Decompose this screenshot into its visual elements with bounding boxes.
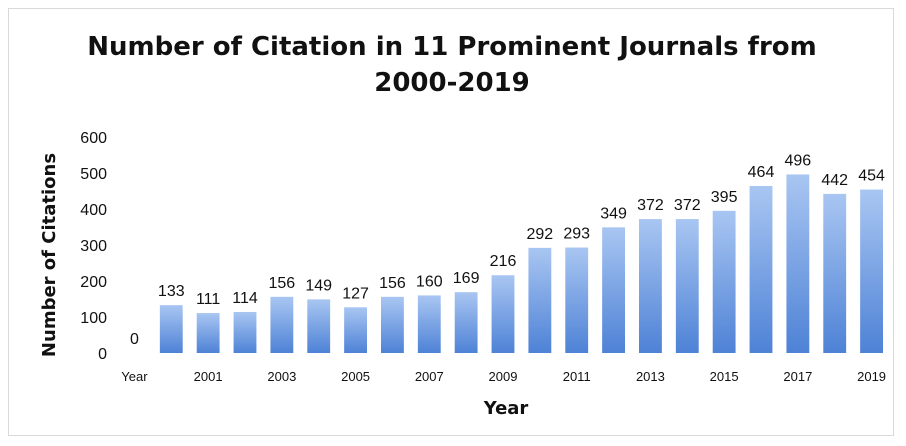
x-tick-label: 2019	[857, 369, 886, 384]
x-tick-label: 2005	[341, 369, 370, 384]
bar	[860, 189, 883, 353]
x-tick-label: 2007	[415, 369, 444, 384]
y-tick-label: 200	[80, 274, 107, 291]
bar	[417, 295, 441, 353]
bar	[233, 311, 257, 353]
bar	[491, 275, 515, 353]
bar	[639, 219, 662, 353]
y-tick-label: 300	[80, 238, 107, 255]
bar	[196, 313, 220, 353]
data-label: 156	[269, 275, 296, 292]
chart-frame: Number of Citation in 11 Prominent Journ…	[8, 8, 894, 436]
data-label: 292	[527, 226, 554, 243]
bar	[786, 174, 810, 353]
data-label: 160	[416, 273, 443, 290]
data-label: 149	[305, 277, 332, 294]
bar	[749, 185, 773, 353]
x-tick-label: 2009	[489, 369, 518, 384]
y-tick-label: 0	[98, 346, 107, 363]
bar	[602, 227, 625, 353]
y-tick-label: 400	[80, 202, 107, 219]
y-axis: 0 100 200 300 400 500 600	[80, 130, 107, 363]
bar	[712, 210, 736, 353]
data-labels: 0 133 111 114 156 149 127 156 160 169 216 292 293 349…	[130, 152, 885, 348]
bar	[270, 296, 294, 353]
bar	[454, 292, 478, 353]
bar	[565, 247, 589, 353]
data-label: 0	[130, 331, 139, 348]
bar	[823, 193, 847, 353]
data-label: 464	[748, 164, 775, 181]
data-label: 133	[158, 283, 185, 300]
data-label: 442	[821, 172, 848, 189]
y-tick-label: 500	[80, 166, 107, 183]
data-label: 156	[379, 275, 406, 292]
y-tick-label: 600	[80, 130, 107, 147]
data-label: 216	[490, 253, 517, 270]
x-axis: Year 2001 2003 2005 2007 2009 2011 2013 2015 2017…	[121, 369, 886, 384]
data-label: 111	[196, 291, 220, 308]
x-tick-label: 2003	[267, 369, 296, 384]
y-axis-title: Number of Citations	[39, 153, 60, 357]
x-tick-label: Year	[121, 369, 148, 384]
chart-title-line-2: 2000-2019	[374, 68, 530, 98]
bar	[344, 307, 367, 353]
x-axis-title: Year	[483, 398, 529, 419]
data-label: 349	[600, 205, 627, 222]
bar	[307, 299, 331, 353]
x-tick-label: 2011	[563, 369, 591, 384]
data-label: 496	[785, 152, 812, 169]
y-tick-label: 100	[80, 310, 107, 327]
data-label: 169	[453, 270, 480, 287]
bar	[159, 305, 183, 353]
data-label: 127	[342, 285, 369, 302]
x-tick-label: 2013	[636, 369, 665, 384]
data-label: 454	[858, 168, 885, 185]
chart-title: Number of Citation in 11 Prominent Journ…	[9, 29, 895, 101]
bar	[381, 296, 404, 353]
bars	[159, 174, 883, 353]
bar	[675, 219, 699, 353]
x-tick-label: 2017	[783, 369, 812, 384]
x-tick-label: 2001	[194, 369, 223, 384]
data-label: 372	[637, 197, 664, 214]
x-tick-label: 2015	[710, 369, 739, 384]
data-label: 293	[563, 226, 590, 243]
data-label: 372	[674, 197, 701, 214]
bar	[528, 247, 552, 353]
data-label: 395	[711, 189, 738, 206]
chart-title-line-1: Number of Citation in 11 Prominent Journ…	[87, 32, 817, 62]
data-label: 114	[232, 290, 258, 307]
